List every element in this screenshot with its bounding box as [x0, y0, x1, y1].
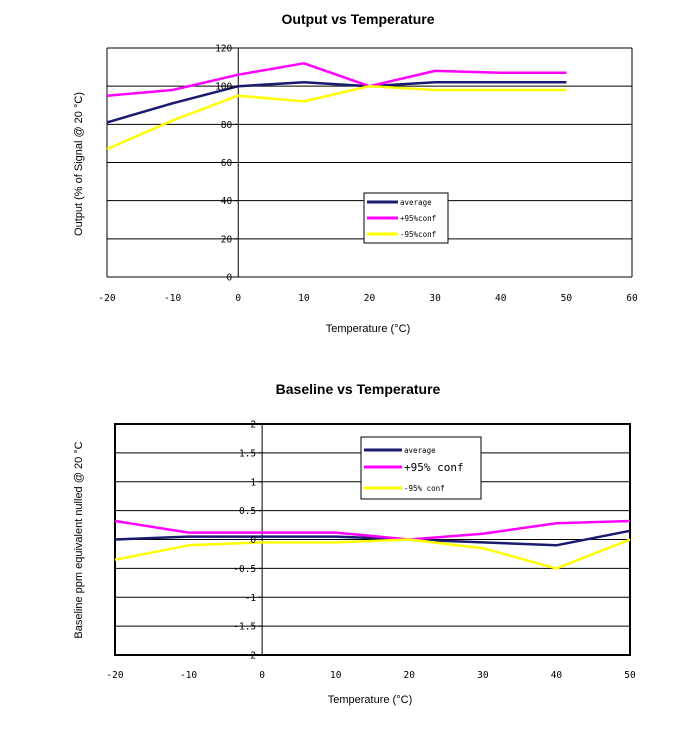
c2-x-tick-label: 40	[551, 670, 563, 681]
c2-y-tick-label: -2	[245, 651, 256, 662]
c2-x-tick-label: 30	[477, 670, 489, 681]
c1-series-line-minus95	[106, 84, 567, 151]
c2-x-tick-label: -20	[106, 670, 123, 681]
c2-y-tick-label: -1.5	[233, 622, 256, 633]
c1-y-tick-label: 20	[221, 234, 233, 245]
chart2-y-axis-label: Baseline ppm equivalent nulled @ 20 °C	[73, 441, 85, 638]
c1-x-tick-label: 20	[364, 293, 376, 304]
chart1-x-ticks: -20 -10 0 10 20 30 40 50 60	[98, 293, 638, 304]
chart1-legend-label-minus95: -95%conf	[400, 230, 436, 239]
chart2-legend-label-average: average	[404, 446, 436, 455]
c1-x-tick-label: 50	[561, 293, 573, 304]
c1-x-tick-label: 30	[429, 293, 441, 304]
c2-x-tick-label: 10	[330, 670, 342, 681]
chart1-axes	[106, 47, 633, 278]
c1-series-line-plus95	[106, 62, 567, 97]
c2-y-tick-label: 1	[250, 477, 256, 488]
chart2-title: Baseline vs Temperature	[276, 381, 441, 397]
c2-y-tick-label: 0.5	[239, 506, 256, 517]
chart2-legend: average +95% conf -95% conf	[360, 436, 482, 500]
c2-y-tick-label: -1	[245, 593, 257, 604]
c1-x-tick-label: -20	[98, 293, 115, 304]
chart2-y-ticks: -2 -1.5 -1 -0.5 0 0.5 1 1.5 2	[233, 420, 263, 662]
baseline-vs-temperature-chart: Baseline vs Temperature Temperature (°C)…	[73, 381, 636, 706]
c1-y-tick-label: 0	[227, 273, 233, 284]
chart2-x-axis-label: Temperature (°C)	[328, 694, 412, 706]
chart1-y-ticks: 0 20 40 60 80 100 120	[215, 44, 239, 284]
chart1-title: Output vs Temperature	[282, 11, 435, 27]
chart1-legend: average +95%conf -95%conf	[363, 192, 449, 244]
c1-y-tick-label: 120	[215, 44, 232, 55]
c1-y-tick-label: 80	[221, 120, 233, 131]
chart2-series	[114, 519, 631, 570]
c2-x-tick-label: -10	[180, 670, 197, 681]
c2-y-tick-label: 1.5	[239, 448, 256, 459]
c1-y-tick-label: 100	[215, 82, 232, 93]
c1-y-tick-label: 40	[221, 196, 233, 207]
c2-x-tick-label: 20	[404, 670, 416, 681]
c2-series-line-plus95	[114, 519, 631, 541]
c1-x-tick-label: -10	[164, 293, 181, 304]
c2-y-tick-label: 0	[250, 535, 256, 546]
c1-y-tick-label: 60	[221, 158, 233, 169]
chart2-legend-label-plus95: +95% conf	[404, 461, 464, 474]
c2-y-tick-label: -0.5	[233, 564, 256, 575]
c2-y-tick-label: 2	[250, 420, 256, 431]
chart1-legend-label-plus95: +95%conf	[400, 214, 436, 223]
c2-x-tick-label: 50	[624, 670, 636, 681]
c1-series-line-average	[106, 81, 567, 124]
c2-series-line-average	[114, 529, 631, 547]
chart1-x-axis-label: Temperature (°C)	[326, 323, 410, 335]
c1-x-tick-label: 40	[495, 293, 507, 304]
chart1-y-axis-label: Output (% of Signal @ 20 °C)	[73, 92, 85, 236]
output-vs-temperature-chart: Output vs Temperature Temperature (°C) O…	[73, 11, 638, 335]
c2-series-line-minus95	[114, 538, 631, 570]
chart2-legend-label-minus95: -95% conf	[404, 484, 445, 493]
chart2-x-ticks: -20 -10 0 10 20 30 40 50	[106, 670, 636, 681]
c1-x-tick-label: 0	[235, 293, 241, 304]
c1-x-tick-label: 10	[298, 293, 310, 304]
chart1-legend-label-average: average	[400, 198, 432, 207]
chart1-series	[106, 62, 567, 151]
c2-x-tick-label: 0	[259, 670, 265, 681]
c1-x-tick-label: 60	[626, 293, 638, 304]
